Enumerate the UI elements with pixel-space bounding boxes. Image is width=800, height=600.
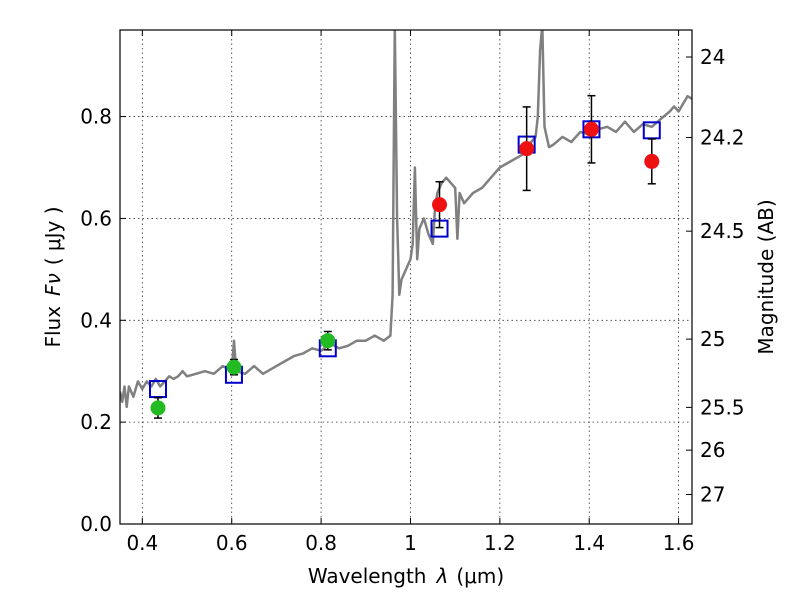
- x-tick-label: 0.4: [126, 531, 158, 555]
- data-point: [320, 333, 336, 349]
- data-point: [644, 153, 660, 169]
- y-tick-label: 0.2: [80, 410, 112, 434]
- y-tick-label: 0.6: [80, 206, 112, 230]
- right-tick-label: 24.5: [700, 219, 745, 243]
- right-tick-label: 25: [700, 327, 725, 351]
- y-tick-label: 0.0: [80, 512, 112, 536]
- x-axis-title: Wavelength λ (μm): [308, 564, 504, 588]
- data-point: [150, 400, 166, 416]
- x-axis-title-main: Wavelength: [308, 564, 427, 588]
- data-point: [432, 197, 448, 213]
- data-point: [583, 121, 599, 137]
- grid: [120, 30, 692, 525]
- y-axis-title-right: Magnitude (AB): [754, 199, 778, 354]
- x-tick-label: 0.8: [305, 531, 337, 555]
- right-tick-label: 26: [700, 438, 725, 462]
- data-point: [226, 359, 242, 375]
- y-axis-title-unit: ( μJy ): [41, 206, 65, 265]
- y-axis-title-main: Flux: [41, 306, 65, 348]
- right-tick-label: 25.5: [700, 395, 745, 419]
- x-tick-label: 1.6: [663, 531, 695, 555]
- plot-frame: [119, 29, 693, 525]
- y-axis-title-left: Flux Fν ( μJy ): [41, 206, 65, 347]
- data-point: [519, 141, 535, 157]
- right-tick-label: 24: [700, 45, 725, 69]
- right-tick-label: 27: [700, 482, 725, 506]
- x-tick-label: 1.2: [484, 531, 516, 555]
- x-axis-title-symbol: λ: [436, 564, 449, 588]
- x-tick-label: 0.6: [216, 531, 248, 555]
- x-tick-label: 1.4: [573, 531, 605, 555]
- y-tick-label: 0.4: [80, 308, 112, 332]
- x-tick-label: 1: [404, 531, 417, 555]
- axis-ticks: 0.4 0.6 0.8 1 1.2 1.4 1.6 0.0 0.2 0.4 0.6 0.8 24 24.2…: [80, 30, 745, 555]
- y-tick-label: 0.8: [80, 105, 112, 129]
- spectrum-line: [120, 30, 692, 409]
- x-axis-title-unit: (μm): [456, 564, 504, 588]
- y-axis-title-symbol: Fν: [41, 273, 65, 296]
- right-tick-label: 24.2: [700, 125, 745, 149]
- plot-content: [120, 30, 692, 419]
